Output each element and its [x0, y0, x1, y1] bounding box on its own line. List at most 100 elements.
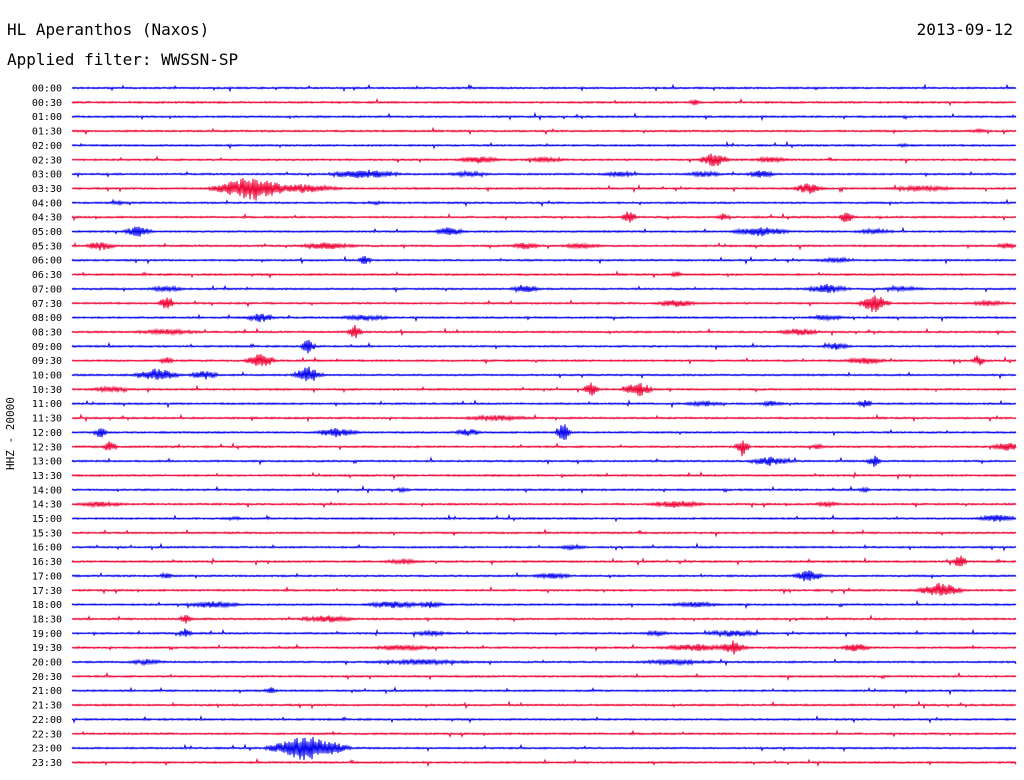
trace-line-0900 — [71, 339, 1017, 354]
time-tick-label: 19:00 — [32, 629, 62, 640]
time-tick-label: 11:30 — [32, 414, 62, 425]
time-tick-label: 17:30 — [32, 586, 62, 597]
time-tick-label: 07:30 — [32, 299, 62, 310]
time-tick-label: 23:00 — [32, 744, 62, 755]
time-tick-label: 09:30 — [32, 356, 62, 367]
filter-label: Applied filter: WWSSN-SP — [7, 50, 239, 69]
time-tick-label: 15:00 — [32, 514, 62, 525]
time-tick-label: 10:30 — [32, 385, 62, 396]
time-tick-label: 13:00 — [32, 457, 62, 468]
trace-line-2000 — [71, 657, 1017, 667]
time-tick-label: 05:00 — [32, 227, 62, 238]
trace-line-1700 — [71, 570, 1017, 582]
time-tick-label: 11:00 — [32, 399, 62, 410]
time-tick-label: 01:30 — [32, 127, 62, 138]
time-tick-label: 15:30 — [32, 528, 62, 539]
trace-line-2330 — [71, 757, 1017, 768]
trace-line-0830 — [71, 324, 1017, 339]
trace-line-2230 — [71, 729, 1017, 738]
time-tick-label: 17:00 — [32, 571, 62, 582]
trace-line-2300 — [71, 736, 1017, 761]
time-tick-label: 04:30 — [32, 213, 62, 224]
time-tick-label: 03:30 — [32, 184, 62, 195]
trace-line-0030 — [71, 97, 1017, 107]
time-tick-label: 02:30 — [32, 155, 62, 166]
trace-line-0430 — [71, 211, 1017, 223]
trace-line-1900 — [71, 628, 1017, 639]
time-tick-label: 06:00 — [32, 256, 62, 267]
time-tick-label: 16:30 — [32, 557, 62, 568]
time-tick-label: 09:00 — [32, 342, 62, 353]
trace-line-2100 — [71, 686, 1017, 696]
trace-line-0730 — [71, 295, 1017, 313]
trace-line-1000 — [71, 366, 1017, 382]
trace-line-2030 — [71, 671, 1017, 681]
time-tick-label: 08:00 — [32, 313, 62, 324]
trace-line-1730 — [71, 582, 1017, 596]
trace-line-0600 — [71, 255, 1017, 266]
time-tick-label: 12:30 — [32, 442, 62, 453]
trace-line-1830 — [71, 614, 1017, 624]
time-tick-label: 14:00 — [32, 485, 62, 496]
trace-line-0700 — [71, 284, 1017, 294]
time-tick-label: 08:30 — [32, 327, 62, 338]
time-tick-label: 12:00 — [32, 428, 62, 439]
trace-line-0530 — [71, 241, 1017, 251]
trace-line-0100 — [71, 111, 1017, 122]
trace-line-1930 — [71, 640, 1017, 655]
trace-line-1030 — [71, 382, 1017, 397]
trace-line-0400 — [71, 198, 1017, 208]
trace-line-1630 — [71, 555, 1017, 567]
trace-line-0800 — [71, 313, 1017, 323]
trace-line-1800 — [71, 599, 1017, 610]
trace-line-1100 — [71, 399, 1017, 409]
trace-line-1600 — [71, 542, 1017, 552]
trace-line-0930 — [71, 354, 1017, 366]
trace-line-0300 — [71, 169, 1017, 179]
time-tick-label: 20:00 — [32, 658, 62, 669]
trace-line-1500 — [71, 513, 1017, 523]
trace-line-0630 — [71, 270, 1017, 279]
time-tick-label: 23:30 — [32, 758, 62, 769]
time-tick-label: 01:00 — [32, 112, 62, 123]
time-tick-label: 04:00 — [32, 198, 62, 209]
time-tick-label: 05:30 — [32, 241, 62, 252]
trace-line-0200 — [71, 140, 1017, 150]
trace-line-1330 — [71, 470, 1017, 481]
trace-line-1130 — [71, 413, 1017, 423]
time-tick-label: 00:00 — [32, 84, 62, 95]
trace-line-1430 — [71, 500, 1017, 509]
time-tick-label: 21:00 — [32, 686, 62, 697]
trace-line-2200 — [71, 714, 1017, 724]
time-tick-label: 13:30 — [32, 471, 62, 482]
station-title: HL Aperanthos (Naxos) — [7, 20, 210, 39]
recording-date: 2013-09-12 — [916, 20, 1013, 39]
trace-line-1200 — [71, 424, 1017, 441]
trace-line-2130 — [71, 700, 1017, 710]
time-tick-label: 18:00 — [32, 600, 62, 611]
trace-line-1530 — [71, 528, 1017, 538]
time-tick-label: 22:30 — [32, 729, 62, 740]
trace-line-0000 — [71, 83, 1017, 93]
trace-line-0230 — [71, 153, 1017, 167]
time-tick-label: 03:00 — [32, 170, 62, 181]
time-tick-label: 16:00 — [32, 543, 62, 554]
time-tick-label: 02:00 — [32, 141, 62, 152]
trace-line-0500 — [71, 226, 1017, 237]
time-tick-label: 14:30 — [32, 500, 62, 511]
time-tick-label: 22:00 — [32, 715, 62, 726]
time-tick-label: 00:30 — [32, 98, 62, 109]
trace-line-0330 — [71, 177, 1017, 201]
time-tick-label: 21:30 — [32, 701, 62, 712]
time-tick-label: 19:30 — [32, 643, 62, 654]
time-tick-label: 18:30 — [32, 614, 62, 625]
time-tick-label: 20:30 — [32, 672, 62, 683]
trace-line-0130 — [71, 126, 1017, 136]
time-tick-label: 06:30 — [32, 270, 62, 281]
time-tick-label: 07:00 — [32, 284, 62, 295]
trace-line-1400 — [71, 484, 1017, 495]
trace-line-1300 — [71, 455, 1017, 467]
time-tick-label: 10:00 — [32, 371, 62, 382]
trace-line-1230 — [71, 440, 1017, 457]
